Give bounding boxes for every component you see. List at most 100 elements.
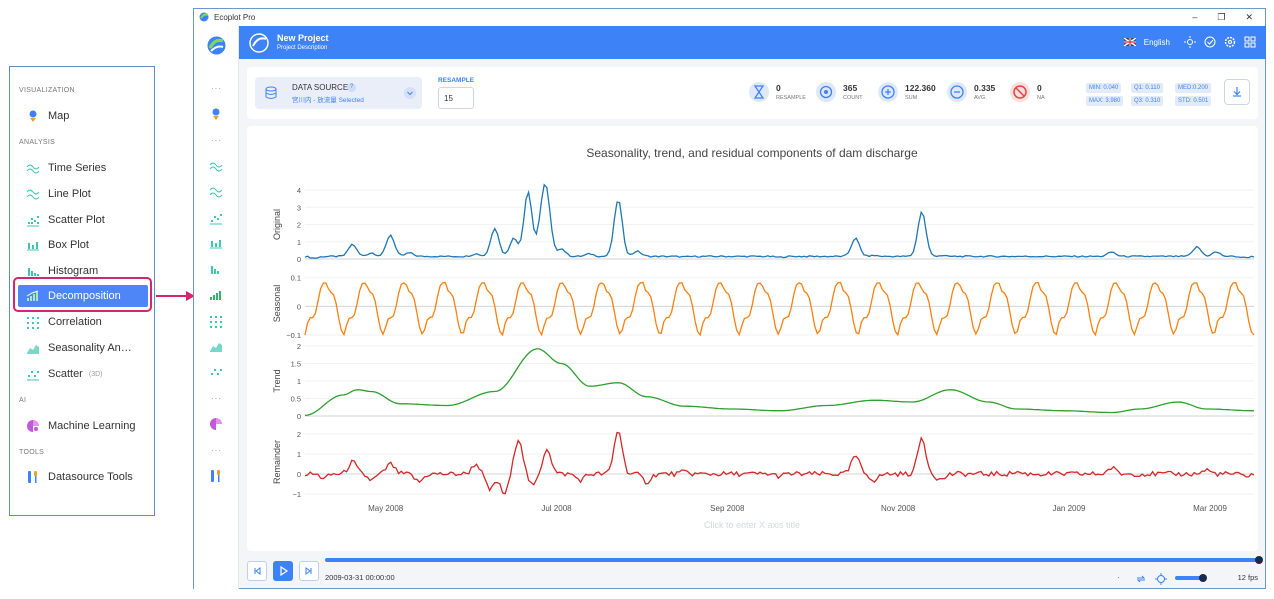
correlation-icon[interactable] [209, 314, 223, 328]
plus-circle-icon [881, 85, 895, 99]
menu-item-scatter-plot[interactable]: Scatter Plot [18, 209, 148, 231]
section-title-ai: AI [19, 397, 27, 404]
y-axis-label: Original [272, 209, 282, 240]
section-title-visualization: VISUALIZATION [19, 87, 75, 94]
menu-item-line-plot[interactable]: Line Plot [18, 183, 148, 205]
rail-separator: ··· [211, 446, 222, 455]
y-tick-label: 0 [297, 412, 301, 421]
minimize-button[interactable]: – [1192, 12, 1198, 22]
scatter-3d-icon[interactable] [209, 365, 223, 379]
hourglass-icon [753, 85, 765, 99]
menu-item-time-series[interactable]: Time Series [18, 157, 148, 179]
skip-forward-button[interactable] [299, 561, 319, 581]
timeline-slider[interactable] [325, 558, 1260, 562]
line-plot-icon [26, 187, 40, 201]
time-series-icon[interactable] [209, 159, 223, 173]
resample-label: RESAMPLE [438, 77, 475, 84]
resample-input[interactable] [438, 87, 474, 109]
play-button[interactable] [273, 561, 293, 581]
gear-icon[interactable] [1224, 36, 1236, 48]
crosshair-icon[interactable] [1155, 573, 1167, 585]
histogram-icon[interactable] [209, 262, 223, 276]
stat-name: RESAMPLE [776, 95, 806, 101]
menu-item-datasource-tools[interactable]: Datasource Tools [18, 466, 148, 488]
menu-item-machine-learning[interactable]: Machine Learning [18, 415, 148, 437]
histogram-icon [26, 264, 40, 278]
decomposition-icon[interactable] [209, 288, 223, 302]
menu-item-label: Time Series [48, 162, 107, 174]
tools-icon[interactable] [209, 469, 223, 483]
decomposition-highlight [13, 277, 152, 312]
menu-item-label: Machine Learning [48, 420, 136, 432]
series-line-remainder[interactable] [304, 431, 1255, 495]
project-title[interactable]: New Project [277, 33, 329, 43]
menu-item-map[interactable]: Map [18, 105, 148, 127]
scatter-plot-icon[interactable] [209, 211, 223, 225]
app-logo-icon [199, 12, 209, 22]
decomposition-chart[interactable]: Seasonality, trend, and residual compone… [247, 126, 1258, 551]
rail-separator: ··· [211, 136, 222, 145]
menu-item-scatter-3d[interactable]: Scatter (3D) [18, 363, 148, 385]
menu-item-decomposition[interactable]: Decomposition [18, 285, 148, 307]
stat-name: COUNT [843, 95, 863, 101]
close-button[interactable]: ✕ [1245, 12, 1253, 22]
y-axis-label: Seasonal [272, 285, 282, 323]
speed-slider[interactable] [1175, 576, 1203, 580]
skip-back-button[interactable] [247, 561, 267, 581]
y-axis-label: Trend [272, 369, 282, 392]
chart-title[interactable]: Seasonality, trend, and residual compone… [586, 146, 918, 160]
y-tick-label: 0 [297, 302, 301, 311]
sun-icon[interactable] [1184, 36, 1196, 48]
series-line-trend[interactable] [304, 348, 1255, 416]
box-plot-icon[interactable] [209, 236, 223, 250]
grid-icon[interactable] [1244, 36, 1256, 48]
y-tick-label: 1 [297, 377, 301, 386]
title-bar: Ecoplot Pro – ❐ ✕ [194, 9, 1265, 26]
menu-item-seasonality-analysis[interactable]: Seasonality An… [18, 337, 148, 359]
quantile-q1: Q1: 0.110 [1131, 83, 1163, 93]
quantile-min: MIN: 0.040 [1086, 83, 1122, 93]
speed-handle[interactable] [1199, 574, 1207, 582]
menu-item-label: Scatter Plot [48, 214, 105, 226]
y-tick-label: −0.1 [286, 331, 301, 340]
machine-learning-icon [26, 419, 40, 433]
x-axis-title-placeholder[interactable]: Click to enter X axis title [704, 520, 800, 530]
datasource-dropdown[interactable]: DATA SOURCE ? 宮川内 - 放流量 Selected [255, 77, 422, 109]
time-series-icon [26, 161, 40, 175]
help-icon[interactable]: ? [347, 83, 356, 92]
x-tick-label: Jan 2009 [1052, 504, 1085, 513]
series-line-seasonal[interactable] [304, 281, 1255, 337]
check-circle-icon[interactable] [1204, 36, 1216, 48]
rail-logo-icon [207, 36, 226, 55]
download-button[interactable] [1224, 79, 1250, 105]
timeline-handle[interactable] [1255, 556, 1263, 564]
target-icon [819, 85, 833, 99]
chevron-down-icon[interactable] [404, 87, 416, 99]
restore-button[interactable]: ❐ [1217, 12, 1226, 22]
section-title-tools: TOOLS [19, 449, 45, 456]
map-pin-icon [26, 109, 40, 123]
line-plot-icon[interactable] [209, 185, 223, 199]
y-tick-label: 3 [297, 203, 301, 212]
menu-item-box-plot[interactable]: Box Plot [18, 234, 148, 256]
project-description[interactable]: Project Description [277, 45, 328, 51]
series-line-original[interactable] [304, 183, 1255, 259]
menu-item-histogram[interactable]: Histogram [18, 260, 148, 282]
y-tick-label: 0.1 [291, 274, 301, 283]
x-tick-label: May 2008 [368, 504, 404, 513]
menu-item-label: Correlation [48, 316, 102, 328]
map-pin-icon[interactable] [209, 107, 223, 121]
loop-icon[interactable] [1135, 574, 1147, 584]
uk-flag-icon [1123, 38, 1136, 46]
menu-item-correlation[interactable]: Correlation [18, 311, 148, 333]
x-tick-label: Sep 2008 [710, 504, 745, 513]
machine-learning-icon[interactable] [209, 417, 223, 431]
language-selector[interactable]: English [1143, 37, 1170, 47]
dot-separator: · [1117, 572, 1120, 582]
seasonality-icon[interactable] [209, 339, 223, 353]
stat-name: SUM [905, 95, 918, 101]
download-icon [1233, 87, 1241, 97]
menu-item-label: Line Plot [48, 188, 91, 200]
x-tick-label: Mar 2009 [1193, 504, 1227, 513]
menu-item-label: Scatter [48, 368, 83, 380]
